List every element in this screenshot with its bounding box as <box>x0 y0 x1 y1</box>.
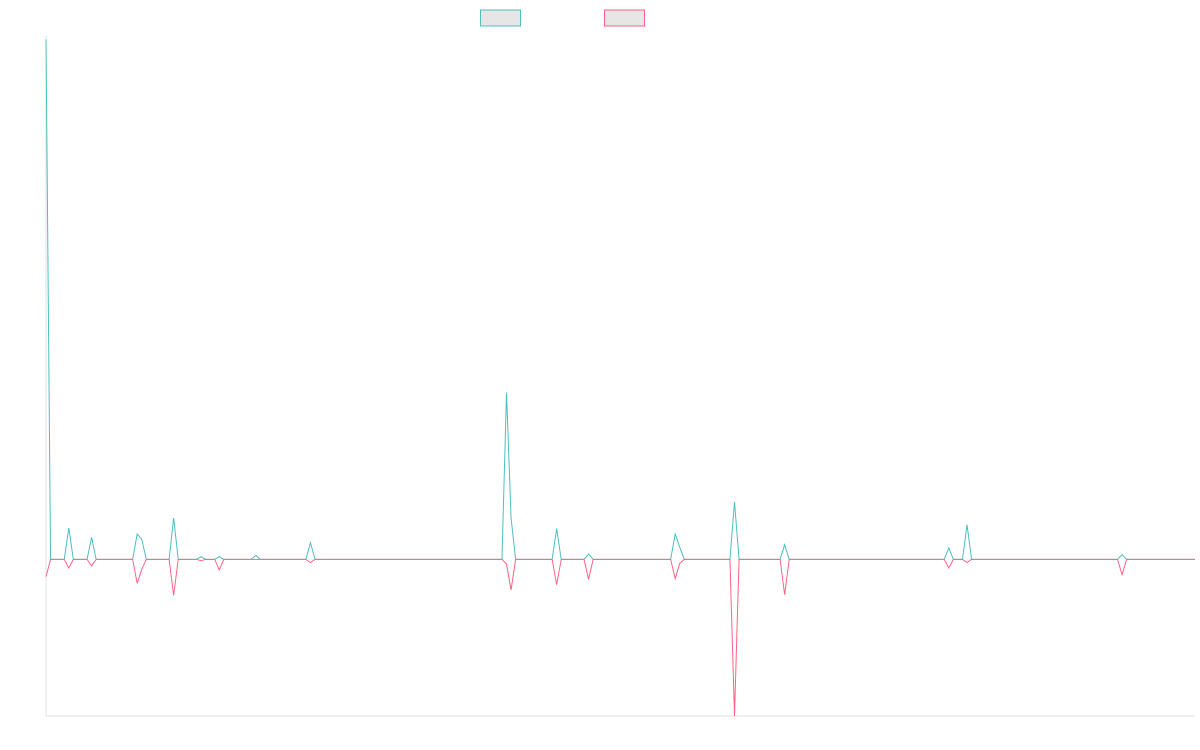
axes <box>45 36 1195 717</box>
series-layer <box>45 39 1195 717</box>
legend-swatch-1[interactable] <box>480 9 521 27</box>
series-1-line <box>45 39 1195 560</box>
series-2-line <box>45 558 1195 717</box>
legend[interactable] <box>480 9 645 27</box>
legend-swatch-2[interactable] <box>604 9 645 27</box>
